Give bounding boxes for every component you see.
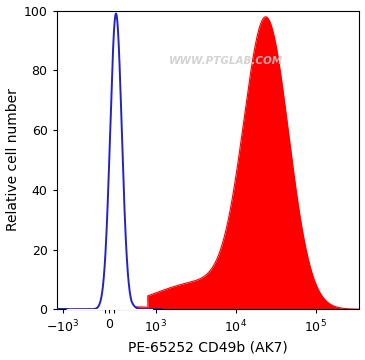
X-axis label: PE-65252 CD49b (AK7): PE-65252 CD49b (AK7) — [128, 341, 288, 355]
Y-axis label: Relative cell number: Relative cell number — [5, 89, 20, 231]
Text: WWW.PTGLAB.COM: WWW.PTGLAB.COM — [169, 56, 283, 66]
